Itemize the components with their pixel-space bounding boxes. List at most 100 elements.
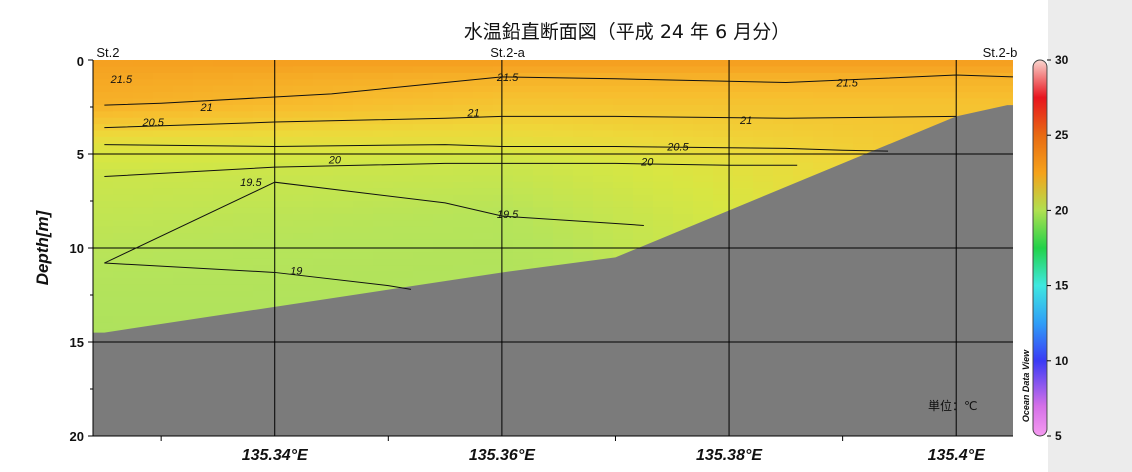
temperature-cell [633, 188, 654, 196]
temperature-cell [633, 72, 654, 80]
temperature-cell [713, 162, 734, 170]
temperature-cell [353, 213, 374, 221]
temperature-cell [93, 309, 114, 317]
temperature-cell [153, 156, 174, 164]
temperature-cell [373, 98, 394, 106]
temperature-cell [793, 104, 814, 112]
temperature-cell [333, 111, 354, 119]
temperature-cell [233, 258, 254, 266]
temperature-cell [473, 265, 494, 273]
temperature-cell [433, 124, 454, 132]
temperature-cell [133, 245, 154, 253]
temperature-cell [233, 226, 254, 234]
contour-line [104, 115, 957, 129]
temperature-cell [933, 111, 954, 119]
temperature-cell [613, 181, 634, 189]
temperature-cell [493, 104, 514, 112]
contour-line [104, 262, 412, 290]
temperature-cell [233, 60, 254, 68]
temperature-cell [153, 271, 174, 279]
temperature-cell [313, 277, 334, 285]
temperature-cell [133, 188, 154, 196]
temperature-cell [93, 322, 114, 330]
temperature-cell [553, 149, 574, 157]
temperature-cell [813, 156, 834, 164]
temperature-cell [173, 188, 194, 196]
temperature-cell [113, 79, 134, 87]
temperature-cell [93, 104, 114, 112]
temperature-cell [273, 117, 294, 125]
temperature-cell [233, 188, 254, 196]
temperature-cell [573, 168, 594, 176]
temperature-cell [513, 265, 534, 273]
temperature-cell [373, 168, 394, 176]
temperature-cell [793, 168, 814, 176]
temperature-cell [313, 252, 334, 260]
temperature-cell [413, 149, 434, 157]
temperature-cell [533, 104, 554, 112]
temperature-cell [833, 79, 854, 87]
temperature-cell [313, 124, 334, 132]
temperature-cell [633, 124, 654, 132]
temperature-cell [313, 226, 334, 234]
temperature-cell [273, 130, 294, 138]
temperature-cell [433, 194, 454, 202]
temperature-cell [153, 188, 174, 196]
temperature-cell [293, 111, 314, 119]
temperature-cell [453, 181, 474, 189]
temperature-cell [793, 79, 814, 87]
temperature-cell [713, 168, 734, 176]
temperature-cell [393, 143, 414, 151]
temperature-cell [933, 79, 954, 87]
temperature-cell [153, 207, 174, 215]
temperature-cell [173, 130, 194, 138]
temperature-cell [493, 85, 514, 93]
temperature-cell [573, 124, 594, 132]
temperature-cell [713, 188, 734, 196]
temperature-cell [393, 181, 414, 189]
temperature-cell [153, 72, 174, 80]
temperature-cell [853, 79, 874, 87]
temperature-cell [553, 92, 574, 100]
temperature-cell [613, 162, 634, 170]
temperature-cell [233, 175, 254, 183]
temperature-cell [893, 66, 914, 74]
temperature-cell [713, 156, 734, 164]
grid-layer [93, 60, 1013, 436]
temperature-cell [213, 111, 234, 119]
temperature-cell [713, 92, 734, 100]
temperature-cell [493, 207, 514, 215]
temperature-cell [113, 175, 134, 183]
temperature-cell [193, 72, 214, 80]
temperature-cell [313, 168, 334, 176]
temperature-cell [653, 156, 674, 164]
temperature-cell [233, 207, 254, 215]
temperature-cell [273, 168, 294, 176]
temperature-cell [393, 265, 414, 273]
temperature-cell [793, 66, 814, 74]
temperature-cell [633, 104, 654, 112]
temperature-cell [653, 168, 674, 176]
temperature-cell [853, 143, 874, 151]
x-tick-label: 135.34°E [242, 447, 309, 464]
ocean-data-view-credit: Ocean Data View [1021, 349, 1031, 422]
temperature-cell [693, 168, 714, 176]
temperature-cell [93, 124, 114, 132]
temperature-cell [153, 265, 174, 273]
temperature-cell [453, 130, 474, 138]
temperature-cell [693, 72, 714, 80]
temperature-cell [533, 85, 554, 93]
temperature-cell [133, 309, 154, 317]
temperature-cell [793, 143, 814, 151]
temperature-cell [313, 92, 334, 100]
temperature-cell [293, 136, 314, 144]
temperature-cell [313, 188, 334, 196]
temperature-cell [93, 265, 114, 273]
colorbar-tick-label: 10 [1055, 354, 1069, 368]
temperature-cell [213, 252, 234, 260]
temperature-cell [813, 162, 834, 170]
temperature-cell [293, 66, 314, 74]
temperature-cell [93, 92, 114, 100]
temperature-cell [293, 149, 314, 157]
